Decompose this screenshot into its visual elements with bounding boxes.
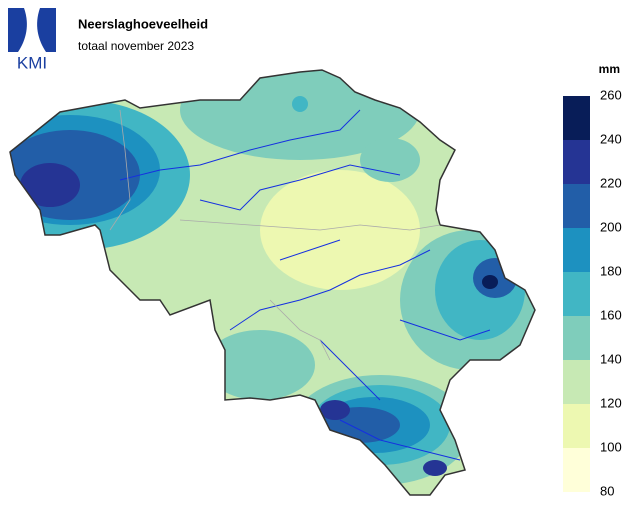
legend-swatch <box>563 360 590 404</box>
legend-tick-label: 220 <box>600 175 622 190</box>
legend-tick-label: 200 <box>600 219 622 234</box>
legend-tick-label: 180 <box>600 263 622 278</box>
logo-text: KMI <box>17 53 47 72</box>
legend-tick-label: 100 <box>600 439 622 454</box>
legend-swatch <box>563 272 590 316</box>
legend-swatch <box>563 184 590 228</box>
title: Neerslaghoeveelheid <box>78 16 208 31</box>
legend-swatch <box>563 228 590 272</box>
legend-unit: mm <box>599 62 620 76</box>
legend-swatch <box>563 316 590 360</box>
legend-tick-label: 140 <box>600 351 622 366</box>
legend-tick-label: 120 <box>600 395 622 410</box>
legend-tick-label: 80 <box>600 483 614 498</box>
logo: KMI <box>8 8 56 72</box>
borders-internal <box>109 109 441 361</box>
rivers <box>119 109 491 461</box>
border <box>9 69 536 496</box>
legend-tick-label: 260 <box>600 87 622 102</box>
legend-swatch <box>563 448 590 492</box>
legend-swatch <box>563 404 590 448</box>
legend-swatch <box>563 96 590 140</box>
legend-swatch <box>563 140 590 184</box>
legend-tick-label: 240 <box>600 131 622 146</box>
subtitle: totaal november 2023 <box>78 39 194 53</box>
legend-tick-label: 160 <box>600 307 622 322</box>
map <box>10 70 535 495</box>
legend: 80 100 120 140 160 180 200 220 240 260 <box>563 87 622 498</box>
